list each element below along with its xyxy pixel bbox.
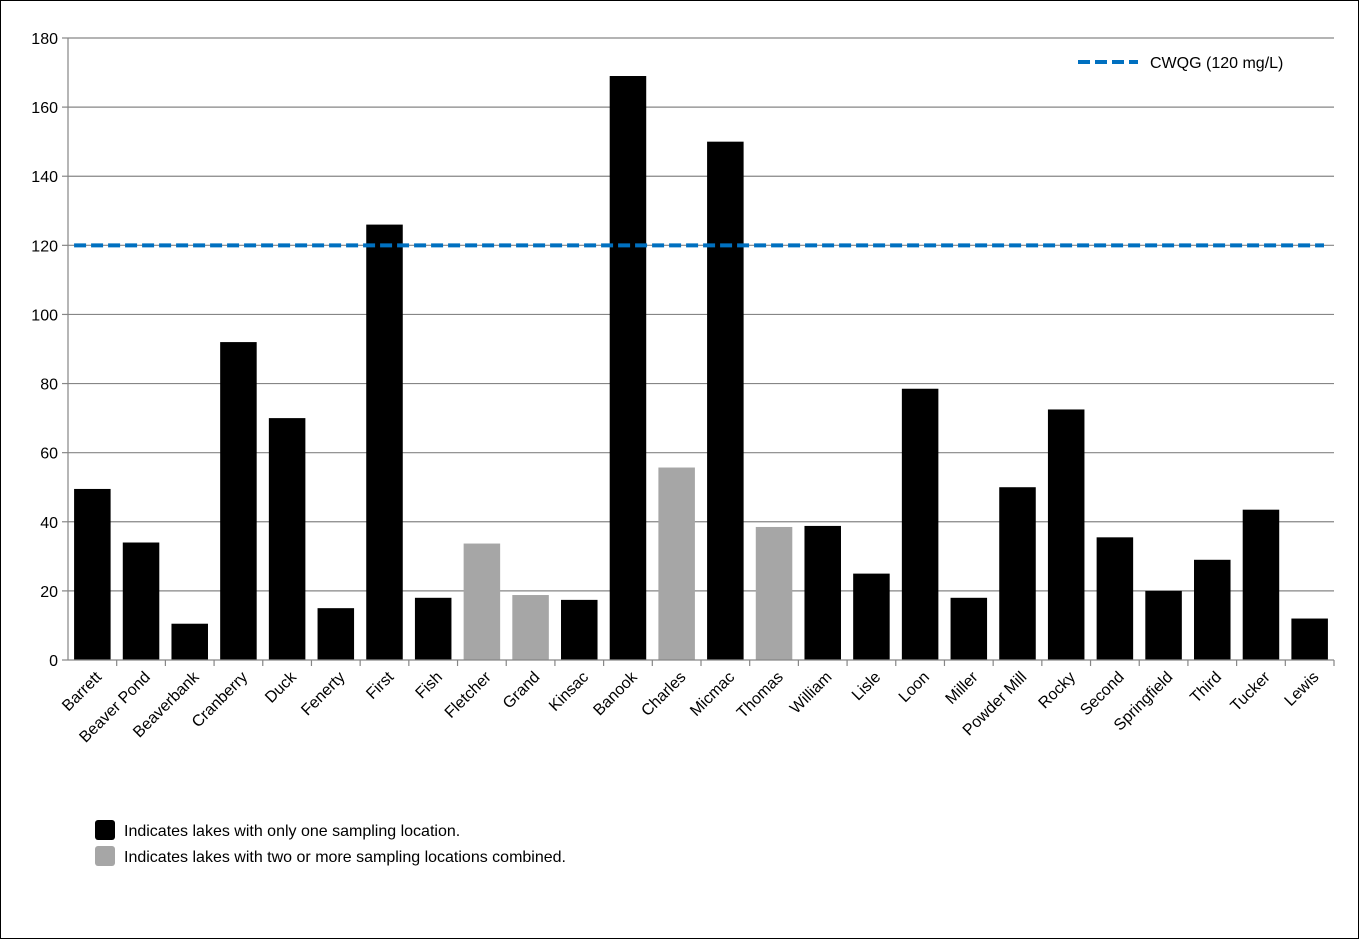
y-tick-label: 140 [31, 169, 58, 186]
bar [1291, 618, 1328, 660]
x-tick-label: Lewis [1282, 669, 1323, 710]
legend-label: Indicates lakes with only one sampling l… [124, 823, 460, 840]
x-tick-label: Thomas [734, 669, 787, 722]
axes [62, 37, 1335, 666]
x-tick-label: Third [1187, 669, 1225, 707]
y-tick-label: 0 [49, 653, 58, 670]
y-tick-label: 60 [40, 446, 58, 463]
y-tick-label: 40 [40, 515, 58, 532]
y-tick-label: 160 [31, 100, 58, 117]
bar [1242, 509, 1280, 660]
y-tick-label: 180 [31, 31, 58, 48]
y-tick-label: 100 [31, 307, 58, 324]
bar [74, 488, 111, 660]
bar [1145, 590, 1182, 660]
x-tick-label: Barrett [59, 668, 105, 714]
bar [561, 599, 598, 660]
bar [1047, 409, 1085, 660]
bar [950, 597, 988, 660]
x-tick-label: Kinsac [546, 669, 592, 715]
bar [999, 487, 1036, 660]
bar [414, 597, 452, 660]
x-tick-label: William [787, 669, 835, 717]
bar [804, 525, 841, 660]
bar [853, 573, 890, 660]
bars [74, 76, 1328, 660]
legend-label: Indicates lakes with two or more samplin… [124, 849, 566, 866]
bar [268, 418, 306, 660]
bar [512, 595, 549, 660]
x-tick-label: Grand [500, 669, 543, 712]
bar [901, 388, 939, 660]
legend: CWQG (120 mg/L) Indicates lakes with only… [95, 55, 1283, 866]
gridlines [68, 37, 1334, 592]
bar [609, 76, 647, 660]
x-tick-label: Miller [943, 668, 983, 708]
bar [1194, 559, 1231, 660]
x-tick-label: Micmac [687, 669, 738, 720]
bar [220, 342, 257, 660]
bar [366, 224, 403, 660]
bar [658, 467, 695, 660]
y-tick-label: 80 [40, 377, 58, 394]
x-tick-label: Banook [590, 668, 641, 719]
bar [171, 623, 208, 660]
bar [707, 141, 744, 660]
x-tick-label: Fletcher [442, 668, 495, 721]
x-tick-label: Tucker [1228, 668, 1275, 715]
bar [1096, 537, 1134, 660]
x-tick-label: Second [1077, 669, 1127, 719]
x-tick-label: Charles [638, 669, 689, 720]
guideline-legend-label: CWQG (120 mg/L) [1150, 55, 1283, 72]
x-tick-label: Fenerty [298, 669, 348, 719]
bar [317, 608, 355, 660]
x-tick-label: Fish [413, 669, 446, 702]
bar [755, 526, 793, 660]
x-tick-label: First [363, 668, 397, 702]
bar [122, 542, 160, 660]
legend-swatch [95, 846, 115, 866]
legend-swatch [95, 820, 115, 840]
x-tick-label: Loon [896, 669, 933, 706]
y-tick-label: 20 [40, 584, 58, 601]
bar [463, 543, 501, 660]
x-tick-label: Rocky [1036, 669, 1079, 712]
y-tick-label: 120 [31, 238, 58, 255]
x-tick-label: Duck [262, 668, 301, 707]
x-tick-label: Lisle [849, 669, 884, 704]
